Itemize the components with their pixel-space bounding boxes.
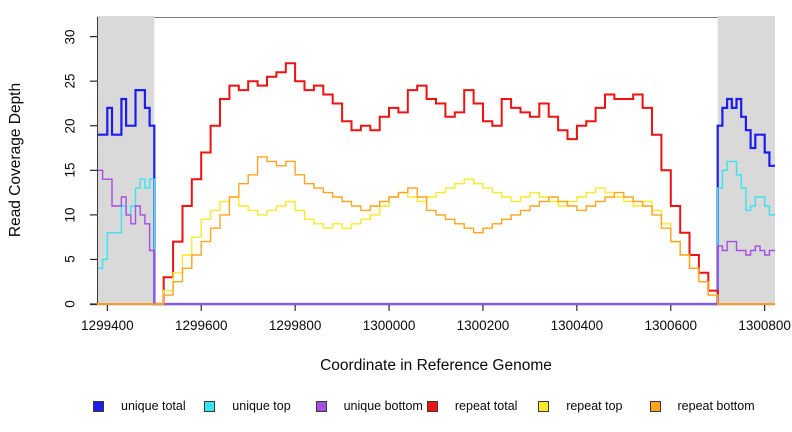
legend-swatch bbox=[204, 400, 216, 412]
legend-item: repeat top bbox=[538, 397, 622, 415]
y-tick-label: 0 bbox=[62, 300, 78, 308]
legend-swatch bbox=[315, 400, 327, 412]
legend-label: repeat bottom bbox=[677, 399, 755, 413]
x-axis-title: Coordinate in Reference Genome bbox=[320, 357, 552, 374]
x-tick-label: 1300400 bbox=[550, 318, 604, 333]
x-tick-label: 1299800 bbox=[268, 318, 322, 333]
y-tick-label: 5 bbox=[62, 255, 78, 264]
legend-label: unique top bbox=[232, 399, 291, 413]
legend-swatch bbox=[538, 400, 550, 412]
series-unique-total bbox=[97, 89, 775, 306]
x-tick-label: 1300600 bbox=[644, 318, 698, 333]
y-tick-label: 20 bbox=[62, 118, 78, 134]
shaded-region bbox=[717, 16, 775, 303]
x-tick-label: 1300000 bbox=[362, 318, 416, 333]
series-repeat-top bbox=[97, 178, 775, 305]
legend-swatch bbox=[426, 400, 438, 412]
legend-item: repeat total bbox=[426, 397, 518, 415]
legend-item: unique total bbox=[93, 397, 186, 415]
x-tick-label: 1299400 bbox=[81, 318, 134, 333]
y-axis-title: Read Coverage Depth bbox=[7, 82, 24, 238]
x-tick-label: 1299600 bbox=[174, 318, 228, 333]
legend-label: repeat top bbox=[566, 399, 623, 413]
series-repeat-bottom bbox=[97, 156, 775, 305]
legend-swatch bbox=[649, 400, 661, 412]
legend-item: repeat bottom bbox=[649, 397, 755, 415]
y-tick-label: 15 bbox=[62, 162, 78, 178]
legend-label: unique total bbox=[121, 399, 186, 413]
x-tick-label: 1300800 bbox=[738, 318, 791, 333]
y-tick-label: 25 bbox=[62, 73, 78, 89]
y-tick-label: 10 bbox=[62, 207, 78, 223]
series-repeat-total bbox=[97, 62, 775, 305]
legend-label: unique bottom bbox=[343, 399, 423, 413]
legend-label: repeat total bbox=[454, 399, 518, 413]
legend-item: unique top bbox=[204, 397, 291, 415]
legend-swatch bbox=[93, 400, 104, 412]
series-unique-bottom bbox=[97, 169, 775, 305]
y-tick-label: 30 bbox=[62, 29, 78, 45]
series-unique-top bbox=[97, 160, 775, 305]
shaded-region bbox=[97, 16, 155, 303]
legend: unique total unique top unique bottom repea… bbox=[0, 397, 792, 419]
legend-item: unique bottom bbox=[315, 397, 423, 415]
x-tick-label: 1300200 bbox=[456, 318, 510, 333]
